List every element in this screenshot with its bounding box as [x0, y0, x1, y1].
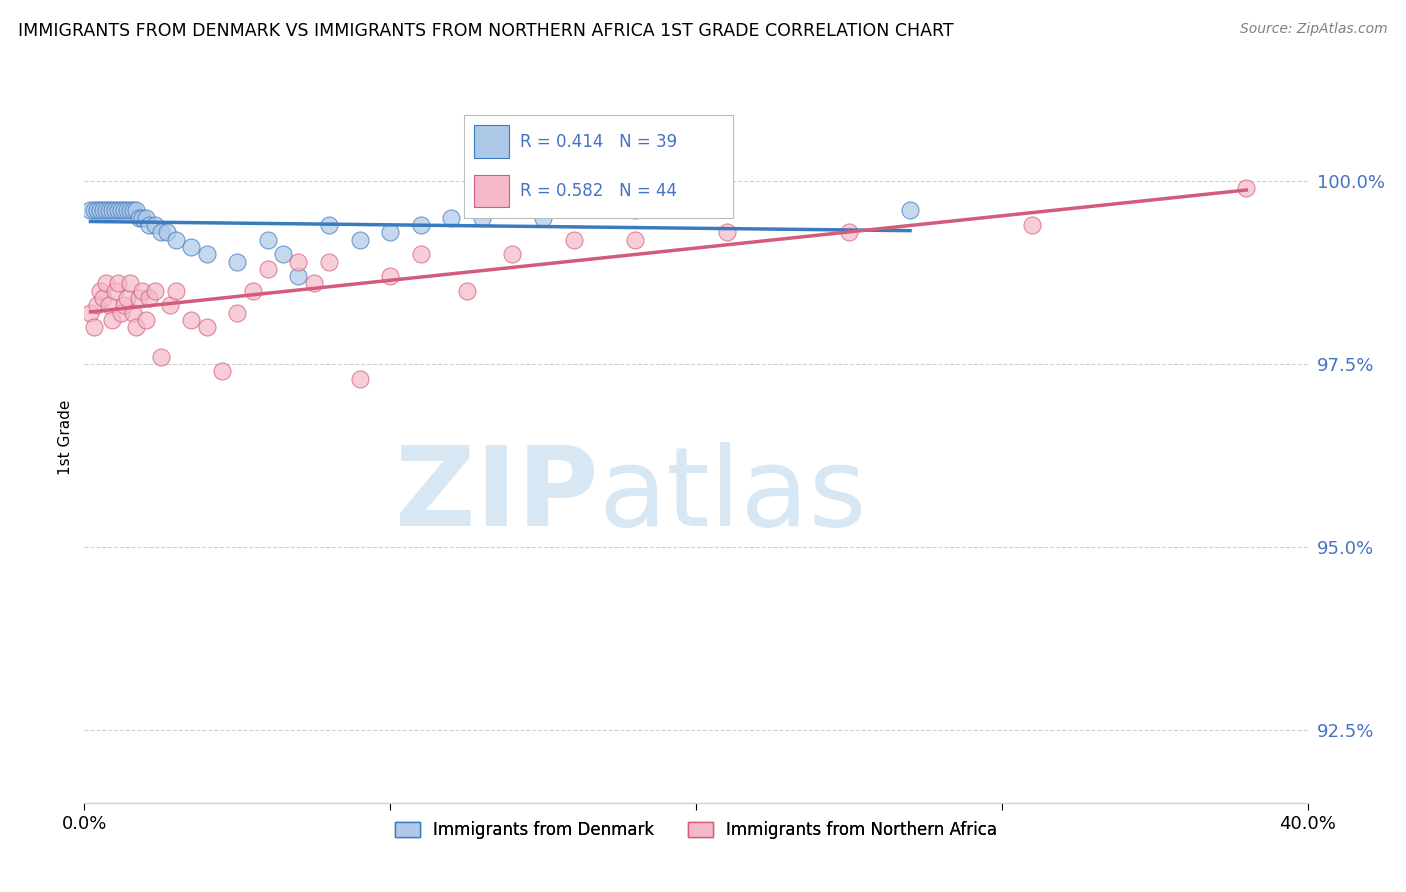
Point: [120, 203, 142, 218]
Point: [156, 225, 179, 239]
Point: [131, 284, 153, 298]
Point: [624, 203, 647, 218]
Point: [242, 284, 264, 298]
Point: [138, 218, 160, 232]
Point: [135, 313, 157, 327]
Point: [125, 320, 148, 334]
Text: Source: ZipAtlas.com: Source: ZipAtlas.com: [1240, 22, 1388, 37]
Point: [135, 211, 157, 225]
Point: [94, 203, 117, 218]
Point: [195, 320, 218, 334]
Point: [112, 298, 135, 312]
Point: [104, 203, 127, 218]
Point: [107, 203, 129, 218]
Point: [107, 277, 129, 291]
Point: [287, 254, 309, 268]
Point: [83, 203, 105, 218]
Point: [1236, 181, 1258, 195]
Point: [97, 203, 120, 218]
Point: [287, 269, 309, 284]
Point: [91, 203, 114, 218]
Y-axis label: 1st Grade: 1st Grade: [58, 400, 73, 475]
Point: [165, 233, 187, 247]
Point: [1021, 218, 1043, 232]
Point: [380, 225, 402, 239]
Point: [531, 211, 554, 225]
Point: [159, 298, 181, 312]
Point: [226, 306, 249, 320]
Point: [380, 269, 402, 284]
Point: [143, 284, 166, 298]
Point: [120, 277, 142, 291]
Point: [716, 225, 738, 239]
Point: [122, 203, 145, 218]
Point: [562, 233, 585, 247]
Point: [131, 211, 153, 225]
Point: [195, 247, 218, 261]
Point: [128, 291, 150, 305]
Point: [89, 284, 111, 298]
Point: [180, 313, 202, 327]
Point: [409, 247, 432, 261]
Point: [211, 364, 233, 378]
Point: [318, 218, 340, 232]
Point: [112, 203, 135, 218]
Point: [101, 313, 124, 327]
Point: [440, 211, 463, 225]
Point: [624, 233, 647, 247]
Point: [91, 291, 114, 305]
Point: [302, 277, 325, 291]
Point: [257, 233, 280, 247]
Point: [409, 218, 432, 232]
Point: [143, 218, 166, 232]
Point: [471, 211, 494, 225]
Point: [122, 306, 145, 320]
Text: ZIP: ZIP: [395, 442, 598, 549]
Point: [349, 233, 371, 247]
Point: [226, 254, 249, 268]
Point: [86, 203, 108, 218]
Text: atlas: atlas: [598, 442, 866, 549]
Point: [456, 284, 478, 298]
Legend: Immigrants from Denmark, Immigrants from Northern Africa: Immigrants from Denmark, Immigrants from…: [388, 814, 1004, 846]
Point: [104, 284, 127, 298]
Point: [318, 254, 340, 268]
Point: [128, 211, 150, 225]
Point: [110, 306, 132, 320]
Point: [349, 371, 371, 385]
Point: [79, 203, 101, 218]
Point: [257, 261, 280, 276]
Point: [110, 203, 132, 218]
Point: [125, 203, 148, 218]
Point: [101, 203, 124, 218]
Point: [180, 240, 202, 254]
Point: [115, 203, 138, 218]
Point: [115, 291, 138, 305]
Text: IMMIGRANTS FROM DENMARK VS IMMIGRANTS FROM NORTHERN AFRICA 1ST GRADE CORRELATION: IMMIGRANTS FROM DENMARK VS IMMIGRANTS FR…: [18, 22, 953, 40]
Point: [83, 320, 105, 334]
Point: [838, 225, 860, 239]
Point: [149, 225, 172, 239]
Point: [271, 247, 294, 261]
Point: [89, 203, 111, 218]
Point: [97, 298, 120, 312]
Point: [138, 291, 160, 305]
Point: [165, 284, 187, 298]
Point: [79, 306, 101, 320]
Point: [86, 298, 108, 312]
Point: [502, 247, 524, 261]
Point: [94, 277, 117, 291]
Point: [149, 350, 172, 364]
Point: [898, 203, 921, 218]
